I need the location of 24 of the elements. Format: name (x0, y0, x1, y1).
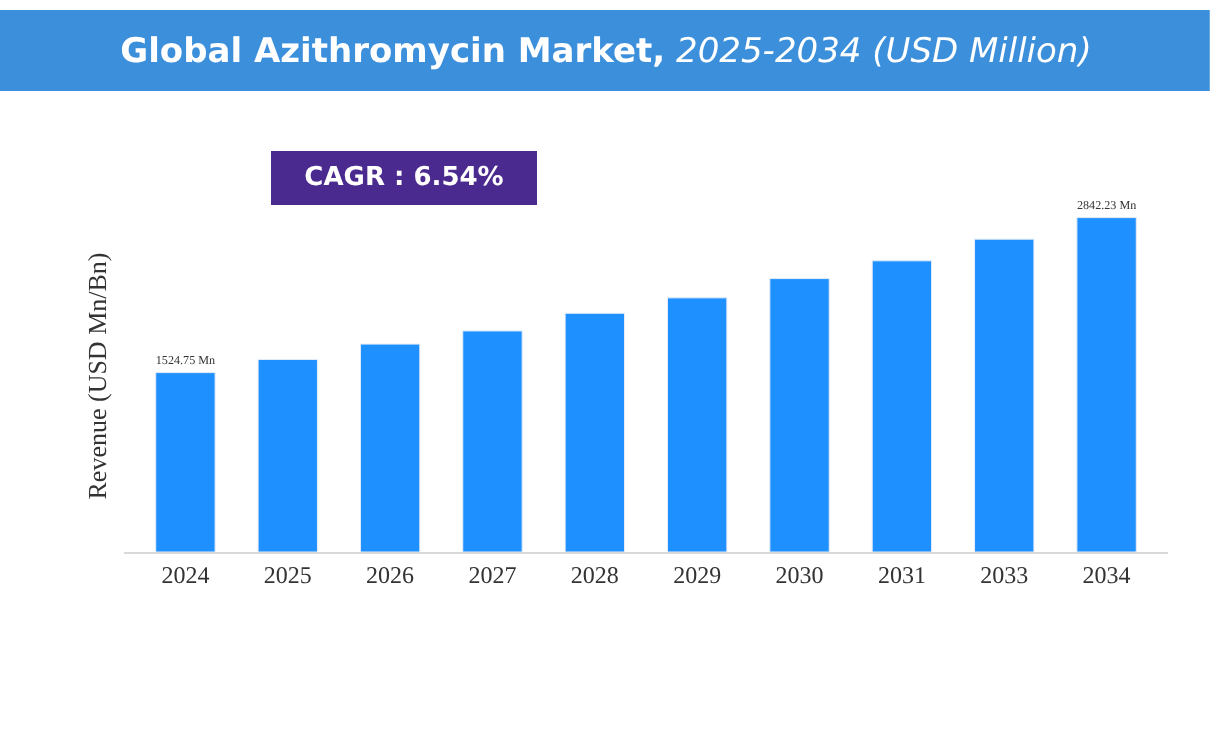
x-tick-label: 2033 (980, 560, 1029, 589)
x-tick-label: 2025 (263, 560, 312, 589)
bar (359, 343, 421, 552)
bar (1076, 217, 1137, 552)
bar (155, 372, 216, 552)
x-tick-label: 2026 (366, 560, 415, 589)
x-tick-label: 2034 (1082, 560, 1131, 589)
bar (769, 278, 830, 552)
y-axis-title: Revenue (USD Mn/Bn) (81, 252, 112, 500)
bar (871, 260, 933, 552)
chart-title: Global Azithromycin Market, (120, 31, 666, 72)
chart-subtitle: 2025-2034 (USD Million) (676, 31, 1092, 72)
bar (974, 238, 1035, 552)
text: CAGR : 6.54% (304, 163, 504, 193)
bar (667, 297, 728, 552)
bar (564, 312, 625, 552)
x-tick-label: 2024 (161, 560, 210, 589)
x-tick-label: 2031 (877, 560, 926, 589)
x-tick-label: 2027 (468, 560, 517, 589)
x-tick-label: 2029 (673, 560, 722, 589)
x-tick-label: 2028 (570, 560, 619, 589)
x-tick-label: 2030 (775, 560, 824, 589)
bar (462, 330, 523, 552)
bar (257, 359, 318, 552)
